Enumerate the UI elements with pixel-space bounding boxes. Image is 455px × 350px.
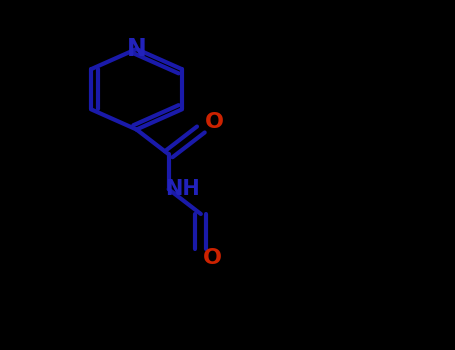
Text: N: N bbox=[126, 37, 147, 61]
Text: O: O bbox=[205, 112, 224, 133]
Text: O: O bbox=[203, 248, 222, 268]
Text: NH: NH bbox=[165, 179, 200, 199]
